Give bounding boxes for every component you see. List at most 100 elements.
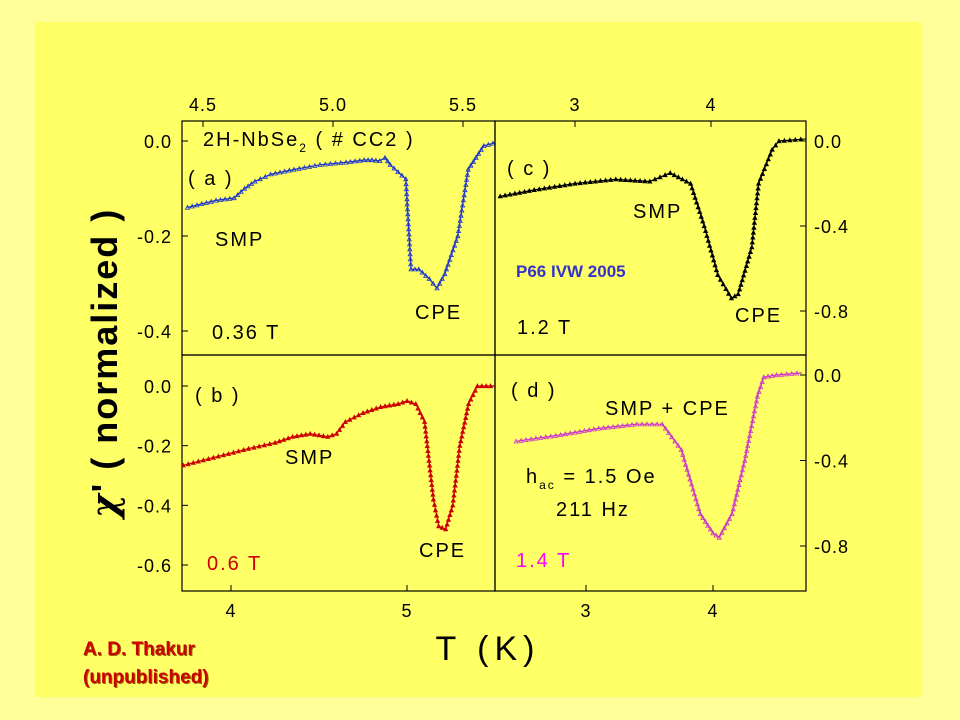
data-point xyxy=(403,186,410,192)
data-point xyxy=(450,247,456,253)
data-point xyxy=(691,491,698,497)
data-point xyxy=(424,443,430,449)
y-tick-label: -0.4 xyxy=(814,452,849,472)
data-point xyxy=(734,491,740,497)
data-point xyxy=(751,219,758,225)
data-point xyxy=(465,166,471,172)
y-tick-label: -0.8 xyxy=(814,302,849,322)
data-point xyxy=(403,176,409,182)
data-point xyxy=(213,197,219,203)
data-point xyxy=(719,529,725,535)
annotation-c: ( c ) xyxy=(507,158,551,180)
data-point xyxy=(754,393,761,399)
data-point xyxy=(267,441,273,446)
data-point xyxy=(753,200,760,206)
data-point xyxy=(739,277,745,283)
data-point xyxy=(743,263,750,268)
data-point xyxy=(434,517,441,523)
data-point xyxy=(705,237,711,243)
data-point xyxy=(667,170,673,175)
data-point xyxy=(185,461,191,467)
data-point xyxy=(451,242,458,248)
data-point xyxy=(629,421,635,427)
data-point xyxy=(464,405,471,411)
y-tick-label: 0.0 xyxy=(144,132,172,152)
data-point xyxy=(662,172,668,178)
data-point xyxy=(713,267,720,273)
slide-background: 4.5 5.0 5.5 0.0 -0.2 -0.4 2H-NbSe2 ( # CC2 )( … xyxy=(35,22,922,697)
data-point xyxy=(430,491,436,497)
data-point xyxy=(485,141,492,147)
data-point xyxy=(457,217,463,223)
x-axis-label: T (K) xyxy=(436,630,541,668)
data-point xyxy=(618,176,624,182)
figure: 4.5 5.0 5.50.0-0.2-0.42H-NbSe2 ( # CC2 )( … xyxy=(84,95,849,668)
data-point xyxy=(683,178,690,184)
data-point xyxy=(730,506,736,512)
data-point xyxy=(735,291,741,297)
annotation-d: SMP + CPE xyxy=(605,398,730,420)
data-point xyxy=(423,428,429,434)
data-point xyxy=(750,229,757,235)
data-point xyxy=(272,439,278,445)
data-point xyxy=(443,266,450,272)
data-point xyxy=(231,195,237,201)
data-point xyxy=(241,185,248,191)
data-point xyxy=(415,405,421,411)
author-note: (unpublished) xyxy=(83,667,209,688)
data-point xyxy=(700,514,706,520)
data-point xyxy=(339,422,346,428)
data-point xyxy=(240,447,247,452)
data-point xyxy=(281,168,288,174)
data-point xyxy=(391,401,397,407)
data-point xyxy=(792,136,798,142)
data-point xyxy=(182,462,186,468)
x-tick-label: 3 xyxy=(569,95,580,115)
data-point xyxy=(474,383,481,389)
data-point xyxy=(462,419,468,425)
annotation-b: SMP xyxy=(285,447,334,469)
data-point xyxy=(450,497,456,503)
data-point xyxy=(751,408,758,414)
data-point xyxy=(384,158,391,164)
data-point xyxy=(533,435,539,441)
data-point xyxy=(225,450,232,456)
chi-symbol: χ xyxy=(84,492,126,521)
data-point xyxy=(567,181,573,187)
data-point xyxy=(286,167,292,173)
data-point xyxy=(452,482,458,488)
data-point xyxy=(624,422,630,428)
data-point xyxy=(765,156,771,162)
data-point xyxy=(586,427,592,433)
data-point xyxy=(751,224,757,230)
data-point xyxy=(502,192,508,198)
data-point xyxy=(426,275,432,281)
data-point xyxy=(746,253,752,259)
data-point xyxy=(429,486,435,492)
data-point xyxy=(759,170,766,176)
data-point xyxy=(200,457,206,463)
data-point xyxy=(600,425,607,430)
data-point xyxy=(386,402,393,408)
data-point xyxy=(526,187,532,193)
data-point xyxy=(745,442,751,448)
data-point xyxy=(450,502,456,508)
series-a xyxy=(184,140,495,291)
data-point xyxy=(572,429,578,435)
data-point xyxy=(742,267,748,273)
series-c xyxy=(497,136,806,301)
data-point xyxy=(592,178,599,184)
data-point xyxy=(769,146,775,152)
data-point xyxy=(582,179,588,185)
data-point xyxy=(729,511,735,516)
data-point xyxy=(448,252,454,258)
data-point xyxy=(364,408,371,414)
data-point xyxy=(215,453,222,459)
data-point xyxy=(425,452,432,458)
data-point xyxy=(391,165,397,171)
data-point xyxy=(752,403,759,409)
y-tick-label: -0.8 xyxy=(814,537,849,557)
data-point xyxy=(541,185,548,191)
data-point xyxy=(602,177,609,183)
data-point xyxy=(481,142,487,148)
